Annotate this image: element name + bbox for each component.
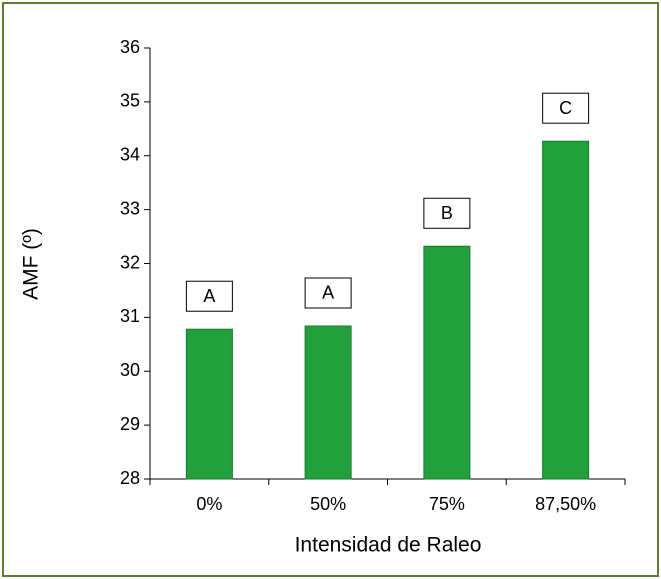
x-tick-label: 75%: [429, 494, 465, 514]
y-tick-label: 30: [120, 360, 140, 380]
y-tick-label: 31: [120, 306, 140, 326]
annotation-box: [304, 277, 352, 309]
y-tick-label: 28: [120, 468, 140, 488]
y-tick-label: 33: [120, 198, 140, 218]
x-tick-label: 87,50%: [535, 494, 596, 514]
y-tick-label: 32: [120, 252, 140, 272]
x-tick-label: 50%: [310, 494, 346, 514]
annotation: A: [322, 283, 334, 303]
annotation: C: [559, 98, 572, 118]
x-axis-label: Intensidad de Raleo: [295, 534, 482, 557]
bar: [304, 325, 352, 480]
bar: [185, 328, 233, 480]
bar: [542, 140, 590, 480]
bar: [423, 245, 471, 480]
y-tick-label: 29: [120, 414, 140, 434]
annotation-box: [423, 197, 471, 229]
annotation: B: [441, 203, 453, 223]
y-axis-label: AMF (º): [20, 228, 43, 300]
annotation: A: [203, 286, 215, 306]
y-tick-label: 34: [120, 145, 140, 165]
x-tick-label: 0%: [196, 494, 222, 514]
annotation-box: [185, 280, 233, 312]
y-tick-label: 36: [120, 37, 140, 57]
y-tick-label: 35: [120, 91, 140, 111]
annotation-box: [542, 92, 590, 124]
